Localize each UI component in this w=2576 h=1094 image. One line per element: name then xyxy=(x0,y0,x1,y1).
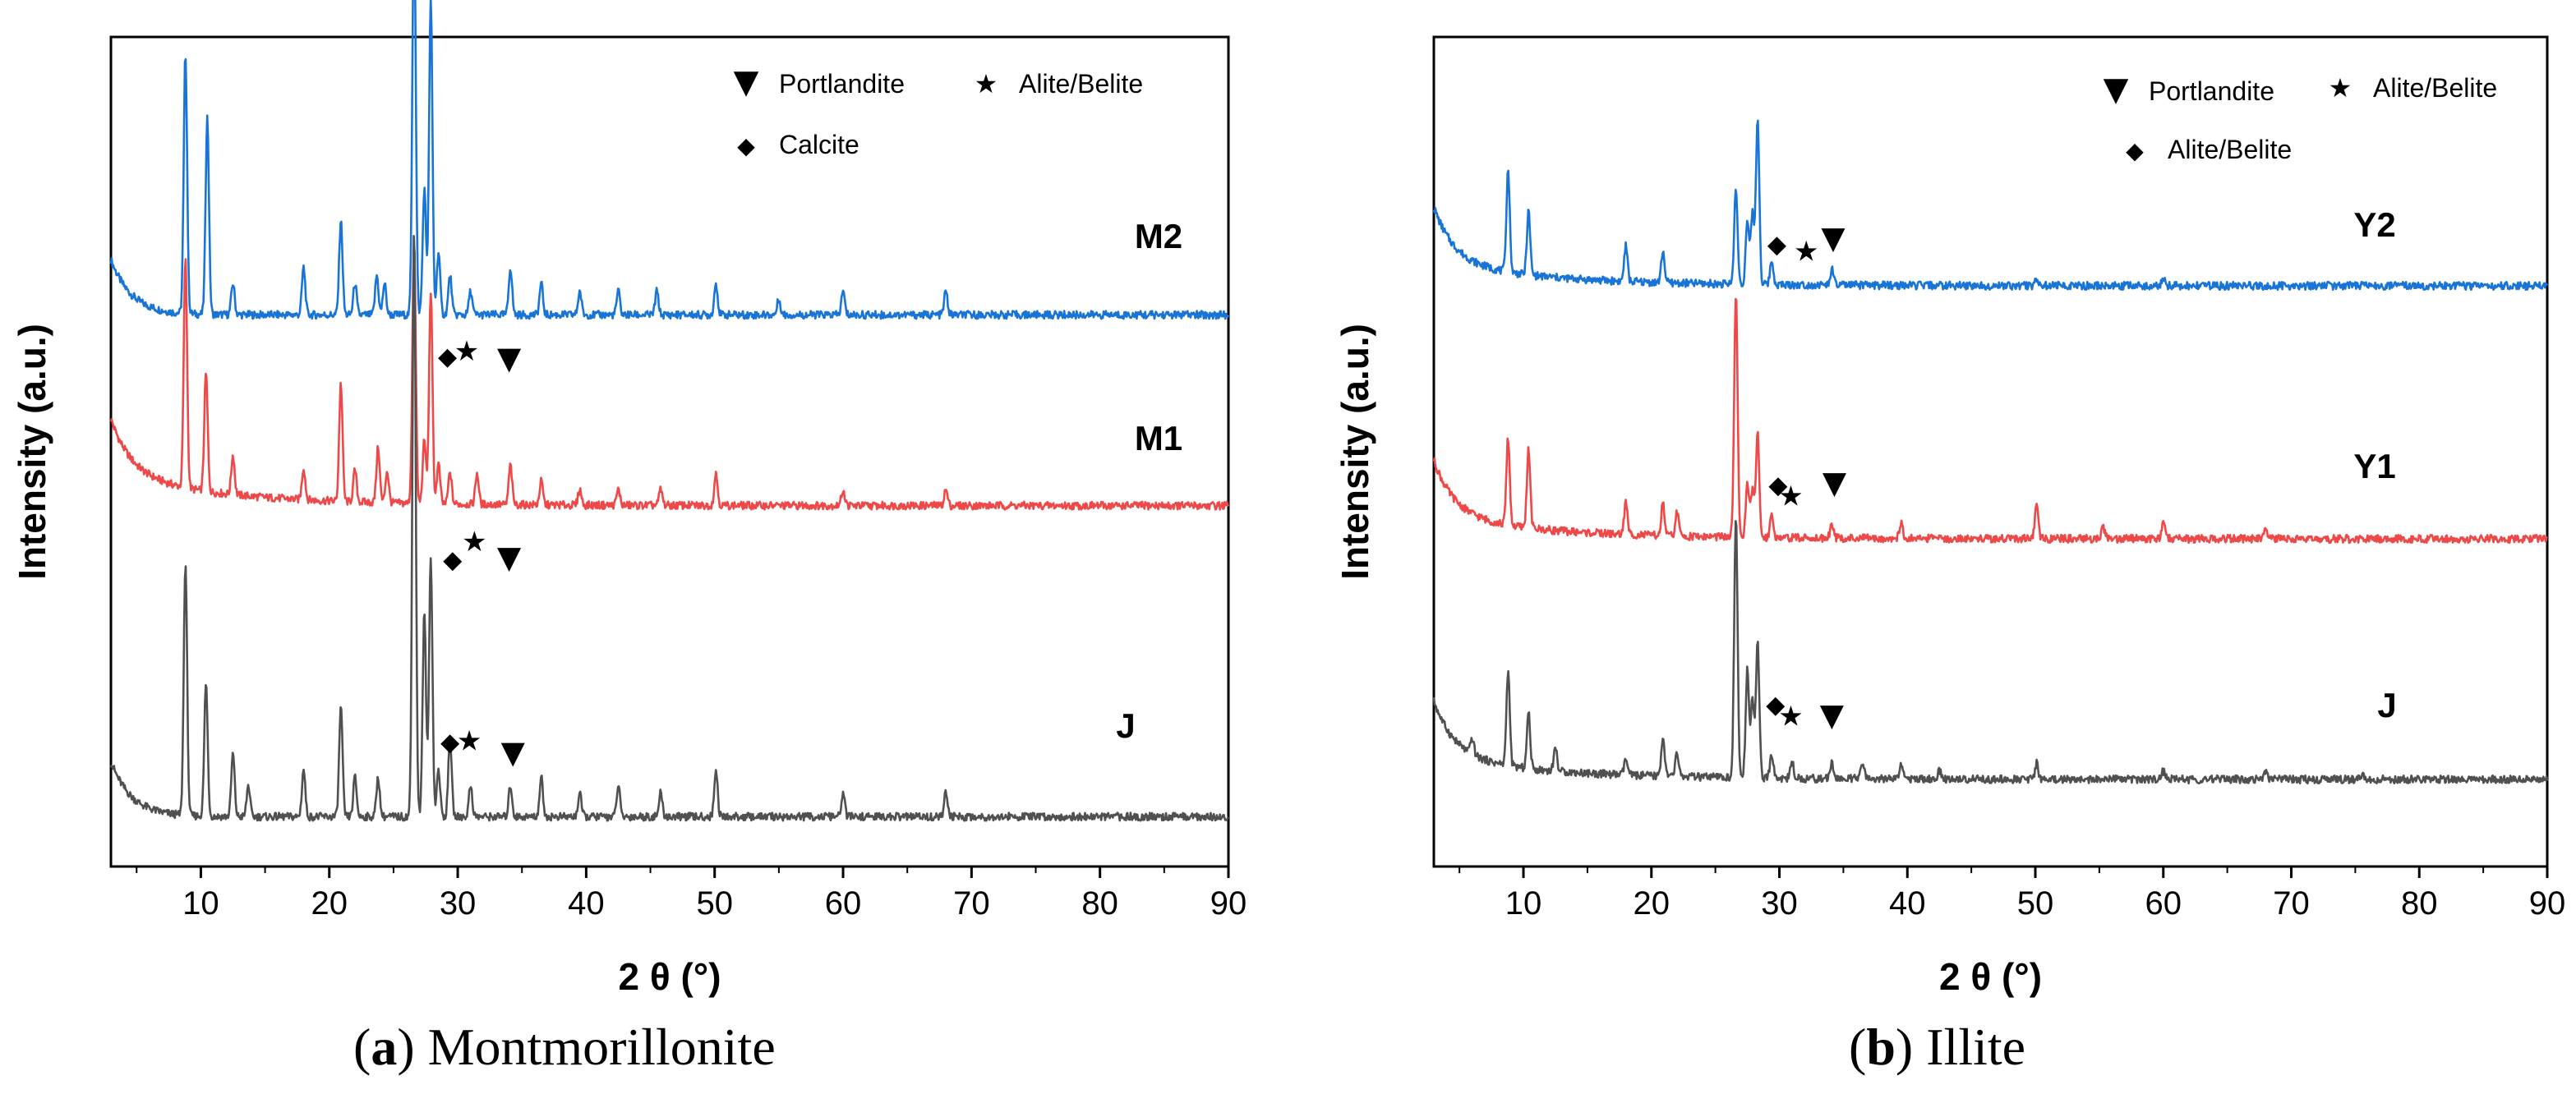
series-label-b-Y1: Y1 xyxy=(2353,447,2395,485)
legend-symbol-a-2: ◆ xyxy=(737,132,755,159)
y-axis-label-a: Intensity (a.u.) xyxy=(11,324,53,580)
phase-marker-a-M2-0: ◆ xyxy=(438,342,457,371)
x-tick-label-a-20: 20 xyxy=(311,885,348,922)
series-label-a-M2: M2 xyxy=(1135,217,1182,255)
x-tick-label-b-40: 40 xyxy=(1889,885,1926,922)
x-tick-label-b-20: 20 xyxy=(1634,885,1670,922)
series-label-b-Y2: Y2 xyxy=(2353,205,2395,244)
series-line-b-Y1 xyxy=(1432,297,2548,545)
plot-frame-a xyxy=(109,35,1230,868)
legend-label-a-2: Calcite xyxy=(779,130,859,159)
x-axis-label-a: 2 θ (°) xyxy=(618,955,721,998)
phase-marker-a-M1-2: ▼ xyxy=(497,539,522,575)
phase-marker-a-J-0: ◆ xyxy=(440,729,459,757)
x-tick-label-a-10: 10 xyxy=(182,885,219,922)
phase-marker-b-Y1-1: ★ xyxy=(1778,480,1803,513)
legend-symbol-b-2: ◆ xyxy=(2126,137,2144,164)
phase-marker-a-M2-2: ▼ xyxy=(497,340,522,376)
legend-symbol-b-1: ★ xyxy=(2329,72,2353,103)
series-line-b-J xyxy=(1432,520,2549,784)
phase-marker-a-M1-1: ★ xyxy=(462,526,486,558)
legend-symbol-a-1: ★ xyxy=(975,68,998,99)
x-tick-label-a-90: 90 xyxy=(1210,885,1247,922)
plot-frame-b xyxy=(1432,35,2549,868)
series-line-b-Y2 xyxy=(1432,119,2549,292)
phase-marker-a-M1-0: ◆ xyxy=(443,545,462,574)
legend-symbol-a-0: ▼ xyxy=(734,63,759,101)
phase-marker-b-J-1: ★ xyxy=(1778,700,1803,733)
x-tick-label-b-70: 70 xyxy=(2273,885,2310,922)
legend-label-a-0: Portlandite xyxy=(779,69,905,99)
phase-marker-b-J-2: ▼ xyxy=(1820,696,1845,733)
y-axis-label-b: Intensity (a.u.) xyxy=(1334,324,1376,580)
series-line-a-M2 xyxy=(109,0,1230,320)
x-tick-label-a-70: 70 xyxy=(953,885,990,922)
x-tick-label-a-60: 60 xyxy=(825,885,862,922)
caption-a-text: Montmorillonite xyxy=(414,1018,776,1076)
legend-label-b-1: Alite/Belite xyxy=(2373,73,2497,103)
x-tick-label-a-50: 50 xyxy=(696,885,733,922)
x-tick-label-a-80: 80 xyxy=(1081,885,1118,922)
phase-marker-b-Y1-0: ◆ xyxy=(1768,471,1787,500)
caption-a: (a) Montmorillonite xyxy=(353,1018,776,1076)
legend-label-b-2: Alite/Belite xyxy=(2168,135,2292,164)
phase-marker-b-Y2-1: ★ xyxy=(1794,236,1818,269)
x-tick-label-b-30: 30 xyxy=(1761,885,1798,922)
x-tick-label-b-80: 80 xyxy=(2401,885,2438,922)
caption-a-letter: a xyxy=(371,1018,398,1076)
phase-marker-a-J-1: ★ xyxy=(457,725,482,758)
x-tick-label-b-50: 50 xyxy=(2017,885,2054,922)
series-line-a-M1 xyxy=(109,245,1230,511)
caption-b: (b) Illite xyxy=(1849,1018,2026,1076)
phase-marker-a-M2-1: ★ xyxy=(454,335,479,368)
x-tick-label-a-40: 40 xyxy=(568,885,605,922)
series-label-a-M1: M1 xyxy=(1135,419,1182,457)
legend-symbol-b-0: ▼ xyxy=(2104,71,2129,108)
x-tick-label-b-10: 10 xyxy=(1505,885,1542,922)
phase-marker-b-Y2-0: ◆ xyxy=(1767,231,1786,260)
phase-marker-a-J-2: ▼ xyxy=(501,734,526,770)
phase-marker-b-Y2-2: ▼ xyxy=(1821,220,1846,256)
series-label-a-J: J xyxy=(1116,706,1135,745)
x-tick-label-a-30: 30 xyxy=(440,885,477,922)
caption-b-letter: b xyxy=(1866,1018,1896,1076)
x-tick-label-b-90: 90 xyxy=(2529,885,2566,922)
phase-marker-b-Y1-2: ▼ xyxy=(1823,465,1847,501)
phase-marker-b-J-0: ◆ xyxy=(1766,691,1785,719)
series-label-b-J: J xyxy=(2377,686,2396,724)
x-tick-label-b-60: 60 xyxy=(2145,885,2182,922)
caption-b-text: Illite xyxy=(1913,1018,2026,1076)
legend-label-a-1: Alite/Belite xyxy=(1019,69,1143,99)
series-line-a-J xyxy=(109,235,1229,822)
legend-label-b-0: Portlandite xyxy=(2149,76,2274,106)
x-axis-label-b: 2 θ (°) xyxy=(1939,955,2042,998)
